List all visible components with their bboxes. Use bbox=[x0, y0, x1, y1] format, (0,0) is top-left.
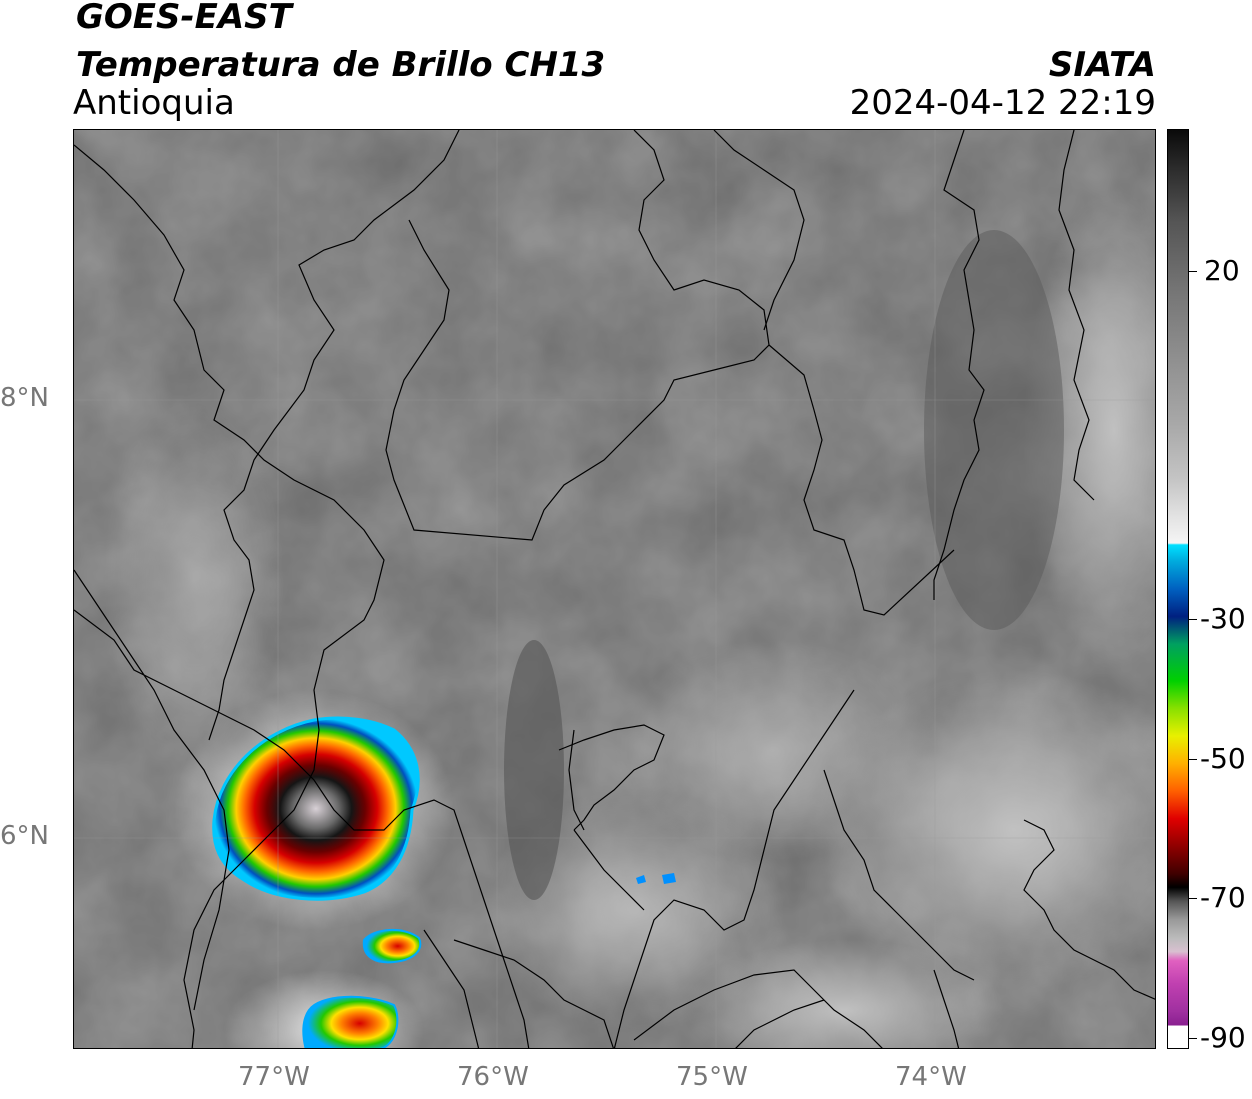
brightness-temperature-field bbox=[74, 130, 1155, 1048]
lat-tick-label: 6°N bbox=[0, 821, 49, 851]
colorbar-tick bbox=[1189, 271, 1197, 272]
colorbar-tick bbox=[1189, 619, 1197, 620]
colorbar-tick bbox=[1189, 759, 1197, 760]
colorbar bbox=[1167, 129, 1189, 1049]
colorbar-tick-label: 20 bbox=[1204, 254, 1240, 287]
lon-tick-label: 77°W bbox=[238, 1062, 310, 1092]
colorbar-tick bbox=[1189, 1038, 1197, 1039]
colorbar-tick-label: -70 bbox=[1200, 881, 1246, 914]
lon-tick-label: 75°W bbox=[676, 1062, 748, 1092]
colorbar-tick bbox=[1189, 898, 1197, 899]
colorbar-tick-label: -30 bbox=[1200, 602, 1246, 635]
datetime-label: 2024-04-12 22:19 bbox=[849, 83, 1156, 123]
product-title: Temperatura de Brillo CH13 bbox=[76, 45, 606, 85]
satellite-map bbox=[73, 129, 1156, 1049]
lon-tick-label: 74°W bbox=[895, 1062, 967, 1092]
lat-tick-label: 8°N bbox=[0, 383, 49, 413]
region-label: Antioquia bbox=[73, 83, 235, 123]
colorbar-tick-label: -90 bbox=[1200, 1021, 1246, 1054]
agency-label: SIATA bbox=[1048, 45, 1156, 85]
satellite-title: GOES-EAST bbox=[76, 0, 292, 37]
lon-tick-label: 76°W bbox=[457, 1062, 529, 1092]
admin-boundaries bbox=[74, 130, 1155, 1048]
colorbar-tick-label: -50 bbox=[1200, 742, 1246, 775]
